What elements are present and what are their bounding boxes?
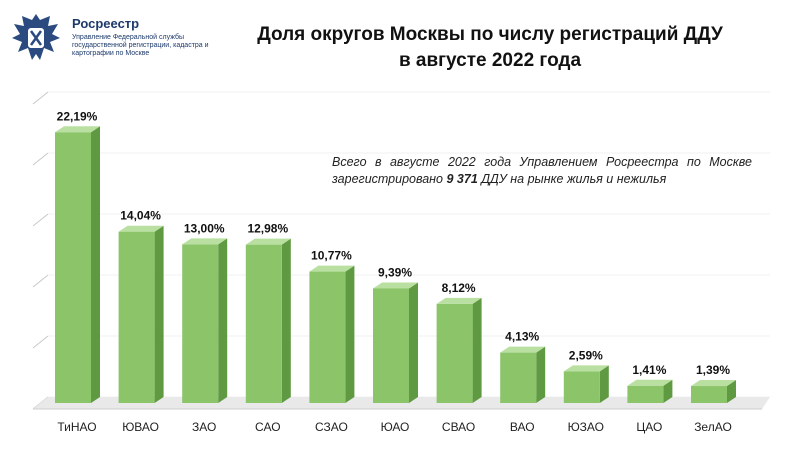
bar — [436, 303, 473, 403]
bar-side — [281, 238, 291, 403]
chart-title-line1: Доля округов Москвы по числу регистраций… — [257, 24, 723, 45]
bar-top — [691, 380, 736, 387]
bar-side — [409, 282, 418, 403]
bar — [55, 132, 91, 404]
gridline — [32, 152, 49, 166]
category-label: ЗАО — [192, 420, 216, 434]
bar-top — [309, 265, 355, 272]
category-label: ЮЗАО — [568, 420, 604, 434]
bar — [373, 288, 409, 403]
category-label: ЮВАО — [122, 420, 159, 434]
bar-top — [563, 365, 609, 372]
bar — [691, 386, 727, 403]
summary-note-before: Всего в августе 2022 года Управлением Ро… — [332, 155, 752, 186]
data-label: 1,41% — [632, 363, 666, 377]
data-label: 10,77% — [311, 249, 352, 263]
bar-side — [663, 379, 673, 403]
bar — [245, 244, 282, 403]
gridline — [32, 274, 49, 288]
bar-side — [599, 365, 609, 403]
bar-side — [536, 346, 546, 403]
category-label: САО — [255, 420, 280, 434]
bar — [627, 385, 664, 403]
category-label: ЮАО — [381, 420, 410, 434]
category-label: ТиНАО — [57, 420, 96, 434]
category-label: ВАО — [510, 420, 535, 434]
data-label: 14,04% — [120, 209, 161, 223]
data-label: 8,12% — [442, 281, 476, 295]
bar-top — [373, 282, 418, 289]
bar-side — [154, 225, 164, 403]
bar-side — [345, 265, 355, 403]
data-label: 2,59% — [569, 348, 603, 362]
logo: Росреестр Управление Федеральной службы … — [6, 8, 209, 68]
data-label: 12,98% — [247, 222, 288, 236]
bar-top — [118, 225, 164, 232]
bar-side — [472, 297, 482, 403]
bar-top — [627, 379, 673, 386]
bar — [500, 352, 537, 403]
chart-title: Доля округов Москвы по числу регистраций… — [210, 22, 770, 74]
bar-top — [436, 297, 482, 304]
bar-side — [727, 380, 736, 403]
category-label: СЗАО — [315, 420, 348, 434]
bar — [182, 244, 219, 403]
data-label: 22,19% — [57, 109, 98, 123]
bar — [563, 371, 600, 403]
bar-side — [91, 126, 100, 404]
bar-top — [245, 238, 291, 245]
bar-top — [500, 346, 546, 353]
bar-side — [218, 238, 228, 403]
bar — [309, 271, 346, 403]
gridline — [32, 91, 49, 105]
summary-note-total: 9 371 — [446, 172, 478, 186]
bar — [118, 231, 155, 403]
category-label: ЗелАО — [694, 420, 732, 434]
bar-top — [182, 238, 228, 245]
logo-subtitle: Управление Федеральной службы государств… — [72, 34, 209, 57]
summary-note-after: ДДУ на рынке жилья и нежилья — [477, 172, 667, 186]
eagle-emblem-icon — [12, 14, 60, 60]
gridline — [32, 335, 49, 349]
data-label: 9,39% — [378, 265, 412, 279]
chart-title-line2: в августе 2022 года — [398, 50, 582, 71]
data-label: 1,39% — [696, 363, 730, 377]
gridline — [32, 213, 49, 227]
data-label: 4,13% — [505, 330, 539, 344]
bar-top — [55, 126, 100, 133]
summary-note: Всего в августе 2022 года Управлением Ро… — [332, 154, 752, 188]
category-label: СВАО — [442, 420, 475, 434]
category-label: ЦАО — [636, 420, 662, 434]
data-label: 13,00% — [184, 221, 225, 235]
logo-name: Росреестр — [72, 16, 140, 31]
